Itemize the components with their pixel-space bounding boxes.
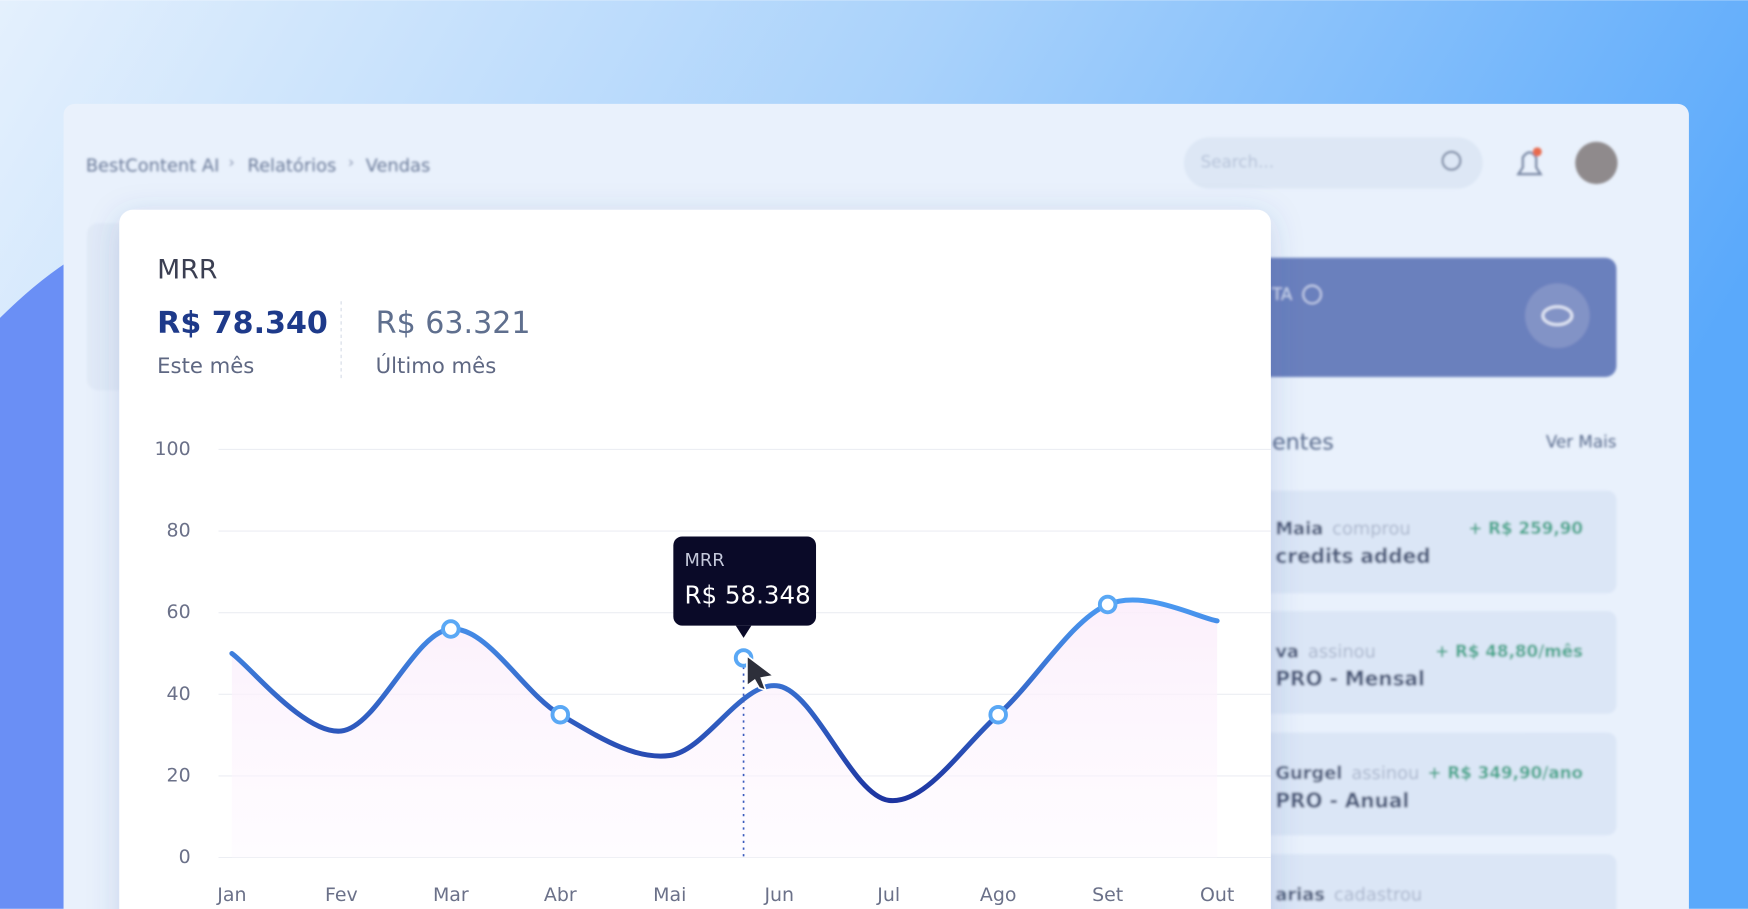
app-background: BestContent AI › Relatórios › Vendas Sea… [86,137,1618,909]
tooltip-pointer [735,625,752,638]
card-title: MRR [157,255,217,286]
y-tick-label: 40 [167,683,191,705]
recent-item-header: arias cadastrou [1275,884,1422,905]
x-tick-label: Mai [653,884,686,906]
recent-name: arias [1275,884,1325,905]
y-tick-label: 80 [167,520,191,542]
notification-dot [1532,147,1542,157]
recent-amount: + R$ 48,80/mês [1435,641,1583,661]
recent-item-header: Maia comprou [1275,519,1410,540]
point [1097,594,1118,615]
recent-item [1237,490,1617,594]
recent-amount: + R$ 349,90/ano [1428,762,1583,782]
y-tick-label: 0 [179,846,191,868]
bell-icon[interactable] [1516,151,1543,176]
search-placeholder: Search... [1201,151,1274,171]
recent-detail: PRO - Anual [1275,788,1409,812]
info-icon [1302,284,1322,305]
x-tick-label: Jan [216,884,246,906]
recent-item-header: va assinou [1275,641,1376,662]
previous-label: Último mês [376,353,497,378]
previous-value: R$ 63.321 [376,306,531,341]
y-tick-label: 20 [167,764,191,786]
breadcrumb-item[interactable]: Vendas [366,155,431,176]
point [988,704,1008,725]
highlight-card-label: TA [1271,284,1293,304]
recent-action: comprou [1332,519,1411,540]
x-tick-label: Ago [980,884,1017,906]
y-tick-label: 60 [167,601,191,623]
x-tick-label: Fev [325,884,358,906]
recent-name: va [1275,641,1299,662]
breadcrumb-separator: › [348,153,354,171]
recent-link[interactable]: Ver Mais [1546,431,1617,451]
recent-item [1237,854,1617,909]
recent-amount: + R$ 259,90 [1468,518,1583,538]
recent-item-header: Gurgel assinou [1275,763,1419,784]
current-value: R$ 78.340 [157,306,328,341]
tooltip-title: MRR [684,550,724,571]
line [229,597,1220,803]
y-tick-label: 100 [154,438,190,460]
x-tick-label: Mar [433,884,469,906]
area [231,599,1218,858]
recent-action: cadastrou [1334,884,1422,905]
breadcrumb-item[interactable]: BestContent AI [86,155,220,176]
recent-item [1237,611,1617,714]
tooltip-value: R$ 58.348 [684,581,810,610]
tooltip: MRR R$ 58.348 [673,536,817,638]
point [550,704,571,725]
background-shape [0,262,67,909]
cursor [746,654,776,692]
recent-title: entes [1272,429,1334,455]
recent-action: assinou [1308,641,1376,662]
highlight-card [1237,257,1617,378]
x-tick-label: Jun [763,884,794,906]
x-tick-label: Abr [544,884,577,906]
recent-name: Maia [1275,519,1323,540]
current-label: Este mês [157,353,254,378]
recent-detail: credits added [1275,544,1430,568]
recent-name: Gurgel [1275,763,1342,784]
tooltip-box [673,536,817,626]
chart: 0 20 40 60 80 100 Jan Fev Mar Abr Mai Jun Jul Ago Set O… [154,438,1271,906]
recent-detail: PRO - Mensal [1275,667,1425,691]
eye-button[interactable] [1525,283,1590,349]
x-tick-label: Set [1092,884,1123,906]
avatar[interactable] [1575,141,1618,185]
breadcrumb-separator: › [229,153,235,171]
search-icon [1441,150,1462,171]
x-tick-label: Jul [876,884,900,906]
recent-action: assinou [1351,763,1419,784]
point [441,619,461,639]
search-box[interactable] [1183,137,1483,189]
x-tick-label: Out [1200,884,1234,906]
breadcrumb-item[interactable]: Relatórios [247,155,336,176]
eye-icon [1541,305,1574,327]
recent-item [1237,732,1617,836]
